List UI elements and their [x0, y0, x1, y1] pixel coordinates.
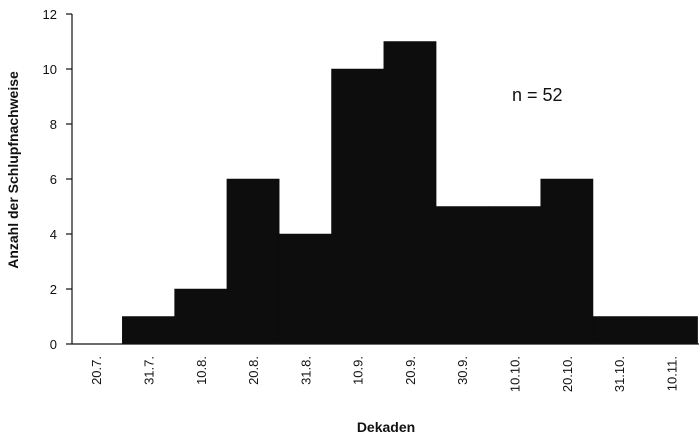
bar-10.11. [645, 316, 698, 345]
x-ticks-layer: 20.7. 31.7. 10.8. 20.8. 31.8. 10.9. 20.9. 30.9.… [89, 356, 679, 392]
y-tick-label: 12 [43, 7, 57, 22]
bar-31.8. [278, 233, 332, 345]
x-tick-label: 20.10. [560, 356, 575, 392]
y-tick-label: 8 [50, 117, 57, 132]
bar-31.10. [592, 316, 646, 345]
y-tick-label: 10 [43, 62, 57, 77]
bars-layer [122, 41, 698, 345]
bar-10.10. [488, 206, 541, 345]
x-tick-label: 20.8. [246, 356, 261, 385]
x-tick-label: 20.9. [403, 356, 418, 385]
bar-30.9. [435, 206, 489, 345]
bar-20.8. [226, 178, 280, 345]
bar-20.10. [540, 178, 594, 345]
y-tick-label: 2 [50, 282, 57, 297]
x-tick-label: 31.8. [298, 356, 313, 385]
x-tick-label: 31.10. [612, 356, 627, 392]
sample-size-annotation: n = 52 [512, 85, 563, 105]
x-tick-label: 20.7. [89, 356, 104, 385]
x-tick-label: 31.7. [141, 356, 156, 385]
x-tick-label: 10.9. [351, 356, 366, 385]
y-ticks-layer: 0 2 4 6 8 10 12 [43, 7, 72, 352]
bar-31.7. [122, 316, 175, 345]
y-axis-title: Anzahl der Schlupfnachweise [5, 71, 21, 269]
x-axis-title: Dekaden [357, 419, 415, 435]
y-tick-label: 0 [50, 337, 57, 352]
x-tick-label: 10.10. [508, 356, 523, 392]
bar-10.9. [331, 68, 385, 345]
x-tick-label: 10.11. [664, 356, 679, 391]
bar-10.8. [174, 288, 228, 345]
y-tick-label: 6 [50, 172, 57, 187]
x-tick-label: 30.9. [455, 356, 470, 385]
x-tick-label: 10.8. [194, 356, 209, 385]
y-tick-label: 4 [50, 227, 57, 242]
bar-20.9. [383, 41, 437, 345]
